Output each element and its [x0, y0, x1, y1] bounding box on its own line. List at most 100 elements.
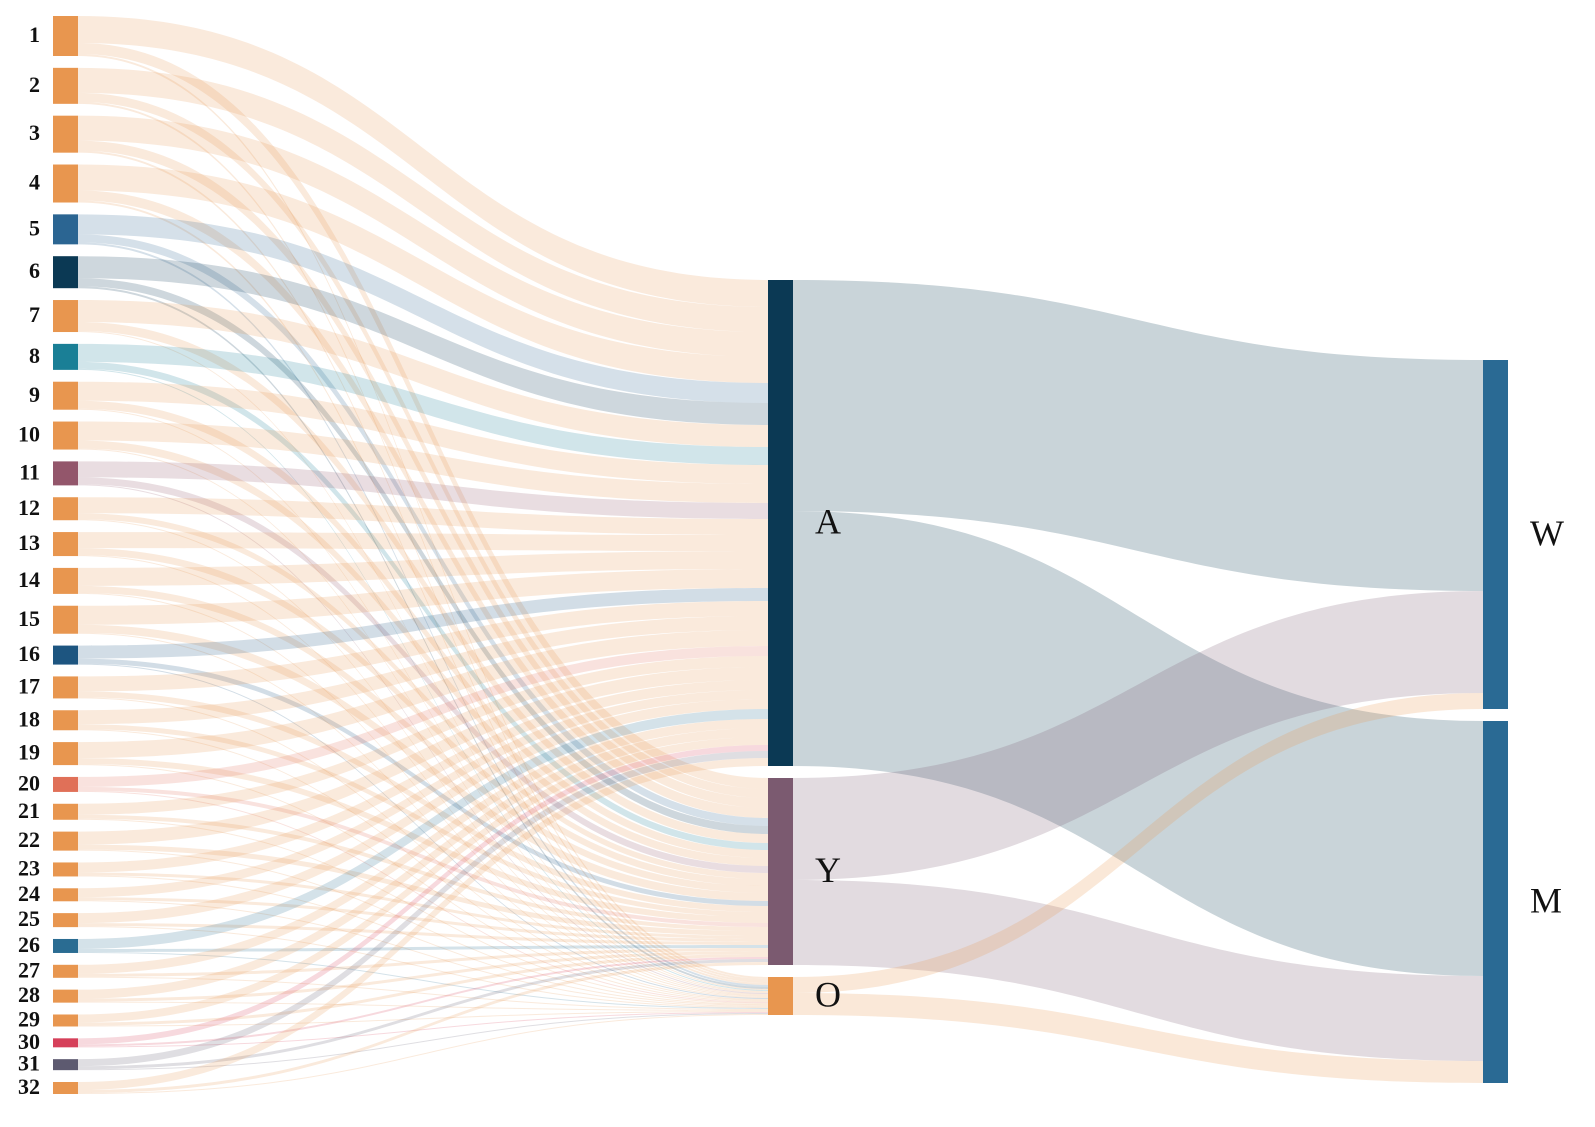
- flow: [78, 758, 768, 1090]
- node-label: Y: [815, 850, 841, 890]
- flow: [78, 513, 768, 879]
- node-label: 9: [29, 382, 40, 407]
- flow: [793, 880, 1483, 1061]
- flow: [78, 709, 768, 949]
- flow: [78, 164, 768, 383]
- flow: [78, 729, 768, 1001]
- node-label: 16: [18, 641, 40, 666]
- node: [53, 710, 78, 731]
- node-label: M: [1530, 880, 1562, 920]
- flow: [78, 900, 768, 1007]
- node: [53, 461, 78, 486]
- node: [53, 67, 78, 104]
- flow: [78, 646, 768, 787]
- flow: [78, 588, 768, 659]
- node: [53, 497, 78, 521]
- flow: [78, 764, 768, 1002]
- flow: [78, 790, 768, 1003]
- flow: [78, 569, 768, 625]
- flow: [78, 724, 768, 917]
- node: [53, 676, 78, 699]
- flow: [78, 286, 768, 989]
- flow: [78, 555, 768, 996]
- flow: [78, 728, 768, 999]
- flow: [78, 234, 768, 826]
- node-label: 11: [19, 459, 40, 484]
- node-label: 21: [18, 798, 40, 823]
- node: [53, 381, 78, 410]
- flow: [78, 592, 768, 997]
- flow: [78, 548, 768, 886]
- flow: [78, 926, 768, 1008]
- flow: [78, 67, 768, 332]
- flow: [78, 719, 768, 974]
- flow: [78, 632, 768, 998]
- flow: [78, 897, 768, 942]
- nodes: 1234567891011121314151617181920212223242…: [18, 16, 1564, 1099]
- flow: [78, 875, 768, 1006]
- flow: [78, 667, 768, 845]
- flow: [78, 448, 768, 993]
- node-label: 8: [29, 343, 40, 368]
- flow: [78, 1014, 768, 1094]
- node-label: 13: [18, 530, 40, 555]
- flow: [78, 400, 768, 858]
- flow: [78, 849, 768, 1005]
- flow: [78, 844, 768, 936]
- flow: [78, 1013, 768, 1071]
- flow: [78, 101, 768, 982]
- node-label: 14: [18, 567, 40, 592]
- node-label: 4: [29, 170, 40, 195]
- node-label: 28: [18, 982, 40, 1007]
- node-label: 20: [18, 770, 40, 795]
- flow: [78, 343, 768, 465]
- node: [53, 532, 78, 557]
- flow: [78, 408, 768, 992]
- flow: [78, 751, 768, 1067]
- node-label: 3: [29, 120, 40, 145]
- flow: [78, 658, 768, 906]
- node: [768, 280, 793, 766]
- flow: [78, 477, 768, 873]
- flow: [793, 511, 1483, 976]
- flow: [78, 814, 768, 931]
- flow: [78, 962, 768, 1093]
- flow: [78, 551, 768, 586]
- node: [1483, 721, 1508, 1083]
- flow: [78, 690, 768, 898]
- node-label: 17: [18, 673, 40, 698]
- flow: [78, 440, 768, 866]
- flow: [78, 758, 768, 923]
- node: [768, 977, 793, 1015]
- flow: [78, 1001, 768, 1011]
- node-label: 5: [29, 215, 40, 240]
- flow: [78, 140, 768, 808]
- node-label: 29: [18, 1007, 40, 1032]
- flow: [78, 368, 768, 991]
- node-label: 19: [18, 740, 40, 765]
- links: [78, 16, 1483, 1094]
- node-label: 12: [18, 495, 40, 520]
- flow: [78, 331, 768, 991]
- flow: [78, 957, 768, 1047]
- flow: [78, 624, 768, 901]
- flow: [78, 256, 768, 425]
- flow: [78, 92, 768, 799]
- flow: [793, 993, 1483, 1083]
- flow: [78, 1012, 768, 1048]
- flow: [78, 923, 768, 945]
- node-label: A: [815, 501, 841, 541]
- flow: [78, 300, 768, 447]
- node: [53, 1038, 78, 1048]
- node: [53, 938, 78, 953]
- node: [53, 605, 78, 634]
- flow: [78, 322, 768, 844]
- flow: [78, 818, 768, 1004]
- flow: [78, 381, 768, 484]
- node-label: 15: [18, 606, 40, 631]
- flow: [78, 737, 768, 1023]
- node-label: O: [815, 974, 841, 1014]
- node-label: 31: [18, 1051, 40, 1076]
- node: [768, 778, 793, 965]
- flow: [78, 680, 768, 873]
